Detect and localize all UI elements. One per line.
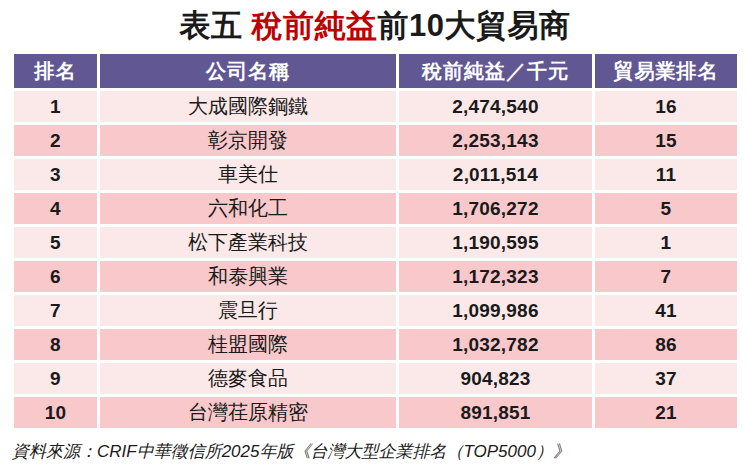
- table-cell-number: 37: [595, 363, 737, 394]
- table-cell-number: 6: [14, 261, 97, 292]
- table-cell-company: 彰京開發: [100, 125, 396, 156]
- table-cell-number: 7: [595, 261, 737, 292]
- title-highlight: 稅前純益: [252, 8, 378, 43]
- table-cell-company: 桂盟國際: [100, 329, 396, 360]
- table-cell-number: 8: [14, 329, 97, 360]
- table-cell-number: 2,011,514: [399, 159, 592, 190]
- table-cell-company: 台灣荏原精密: [100, 397, 396, 428]
- table-cell-number: 9: [14, 363, 97, 394]
- table-cell-company: 車美仕: [100, 159, 396, 190]
- table-cell-company: 和泰興業: [100, 261, 396, 292]
- table-cell-number: 21: [595, 397, 737, 428]
- table-cell-number: 7: [14, 295, 97, 326]
- column-header-industry-rank: 貿易業排名: [595, 54, 737, 88]
- table-cell-number: 41: [595, 295, 737, 326]
- table-cell-number: 1,172,323: [399, 261, 592, 292]
- table-cell-number: 891,851: [399, 397, 592, 428]
- table-cell-number: 1: [14, 91, 97, 122]
- table-cell-number: 2: [14, 125, 97, 156]
- column-header-company: 公司名稱: [100, 54, 396, 88]
- table-cell-number: 11: [595, 159, 737, 190]
- table-cell-number: 904,823: [399, 363, 592, 394]
- table-cell-number: 1: [595, 227, 737, 258]
- table-cell-number: 1,032,782: [399, 329, 592, 360]
- table-cell-number: 2,474,540: [399, 91, 592, 122]
- table-cell-number: 3: [14, 159, 97, 190]
- table-cell-number: 15: [595, 125, 737, 156]
- column-header-profit: 稅前純益／千元: [399, 54, 592, 88]
- table-cell-number: 1,706,272: [399, 193, 592, 224]
- table-cell-number: 16: [595, 91, 737, 122]
- ranking-table: 排名 公司名稱 稅前純益／千元 貿易業排名 1大成國際鋼鐵2,474,54016…: [14, 54, 737, 428]
- table-cell-company: 震旦行: [100, 295, 396, 326]
- table-cell-number: 5: [595, 193, 737, 224]
- source-note: 資料來源：CRIF中華徵信所2025年版《台灣大型企業排名（TOP5000）》: [12, 440, 570, 463]
- table-cell-company: 大成國際鋼鐵: [100, 91, 396, 122]
- table-cell-number: 4: [14, 193, 97, 224]
- title-prefix: 表五: [179, 8, 251, 43]
- table-cell-number: 1,099,986: [399, 295, 592, 326]
- table-cell-number: 86: [595, 329, 737, 360]
- title-suffix: 前10大貿易商: [378, 8, 571, 43]
- table-cell-number: 10: [14, 397, 97, 428]
- table-cell-number: 5: [14, 227, 97, 258]
- table-cell-number: 1,190,595: [399, 227, 592, 258]
- table-cell-company: 德麥食品: [100, 363, 396, 394]
- table-cell-company: 六和化工: [100, 193, 396, 224]
- table-cell-company: 松下產業科技: [100, 227, 396, 258]
- column-header-rank: 排名: [14, 54, 97, 88]
- table-cell-number: 2,253,143: [399, 125, 592, 156]
- page-title: 表五 稅前純益前10大貿易商: [0, 6, 750, 46]
